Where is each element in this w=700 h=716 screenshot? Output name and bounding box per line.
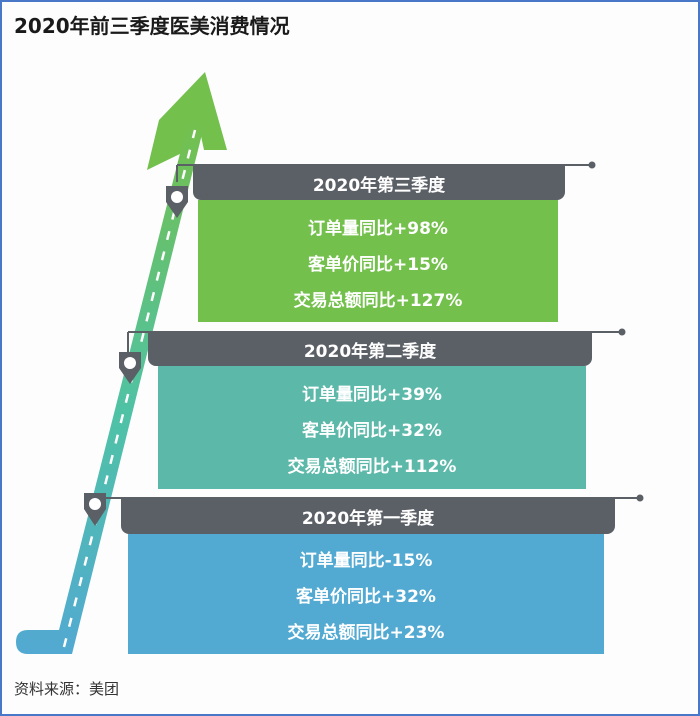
- q2-header-label: 2020年第二季度: [303, 342, 437, 362]
- q2-metric-gmv: 交易总额同比+112%: [287, 457, 457, 477]
- q2-header: 2020年第二季度: [148, 333, 592, 366]
- q2-metrics-box: 订单量同比+39% 客单价同比+32% 交易总额同比+112%: [158, 366, 586, 489]
- q1-header: 2020年第一季度: [121, 499, 615, 534]
- q2-metric-unit-price: 客单价同比+32%: [302, 421, 442, 441]
- q1-metrics-box: 订单量同比-15% 客单价同比+32% 交易总额同比+23%: [128, 534, 604, 654]
- q3-connector: [176, 161, 596, 182]
- map-pin-icon-q2: [119, 352, 141, 384]
- q1-metric-unit-price: 客单价同比+32%: [296, 587, 436, 607]
- q3-header: 2020年第三季度: [193, 166, 565, 200]
- q1-metric-orders: 订单量同比-15%: [299, 551, 433, 571]
- q3-header-label: 2020年第三季度: [312, 175, 446, 196]
- map-pin-icon-q3: [166, 186, 188, 218]
- road-dash-icon: [62, 129, 197, 648]
- q1-metric-gmv: 交易总额同比+23%: [287, 623, 445, 643]
- arrow-head-icon: [147, 72, 227, 170]
- q3-metrics-box: 订单量同比+98% 客单价同比+15% 交易总额同比+127%: [198, 200, 558, 322]
- page-title: 2020年前三季度医美消费情况: [14, 14, 290, 38]
- q1-header-label: 2020年第一季度: [301, 509, 435, 529]
- q2-metric-orders: 订单量同比+39%: [302, 385, 442, 405]
- q1-connector: [95, 494, 644, 502]
- map-pin-icon-q1: [84, 493, 106, 526]
- q3-metric-unit-price: 客单价同比+15%: [308, 255, 448, 275]
- q3-metric-orders: 订单量同比+98%: [308, 219, 448, 239]
- q3-metric-gmv: 交易总额同比+127%: [293, 291, 463, 311]
- q2-connector: [127, 328, 626, 352]
- road-icon: [16, 122, 205, 654]
- source-note: 资料来源：美团: [14, 680, 120, 698]
